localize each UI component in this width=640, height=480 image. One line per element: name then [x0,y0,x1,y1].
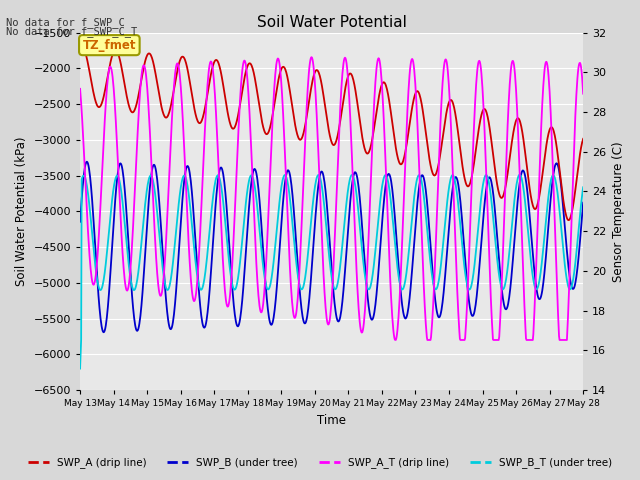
Y-axis label: Soil Water Potential (kPa): Soil Water Potential (kPa) [15,136,28,286]
Text: No data for f_SWP_C_T: No data for f_SWP_C_T [6,26,138,37]
X-axis label: Time: Time [317,414,346,427]
Y-axis label: Sensor Temperature (C): Sensor Temperature (C) [612,141,625,282]
Text: TZ_fmet: TZ_fmet [83,39,136,52]
Legend: SWP_A (drip line), SWP_B (under tree), SWP_A_T (drip line), SWP_B_T (under tree): SWP_A (drip line), SWP_B (under tree), S… [24,453,616,472]
Text: No data for f_SWP_C: No data for f_SWP_C [6,17,125,28]
Title: Soil Water Potential: Soil Water Potential [257,15,406,30]
